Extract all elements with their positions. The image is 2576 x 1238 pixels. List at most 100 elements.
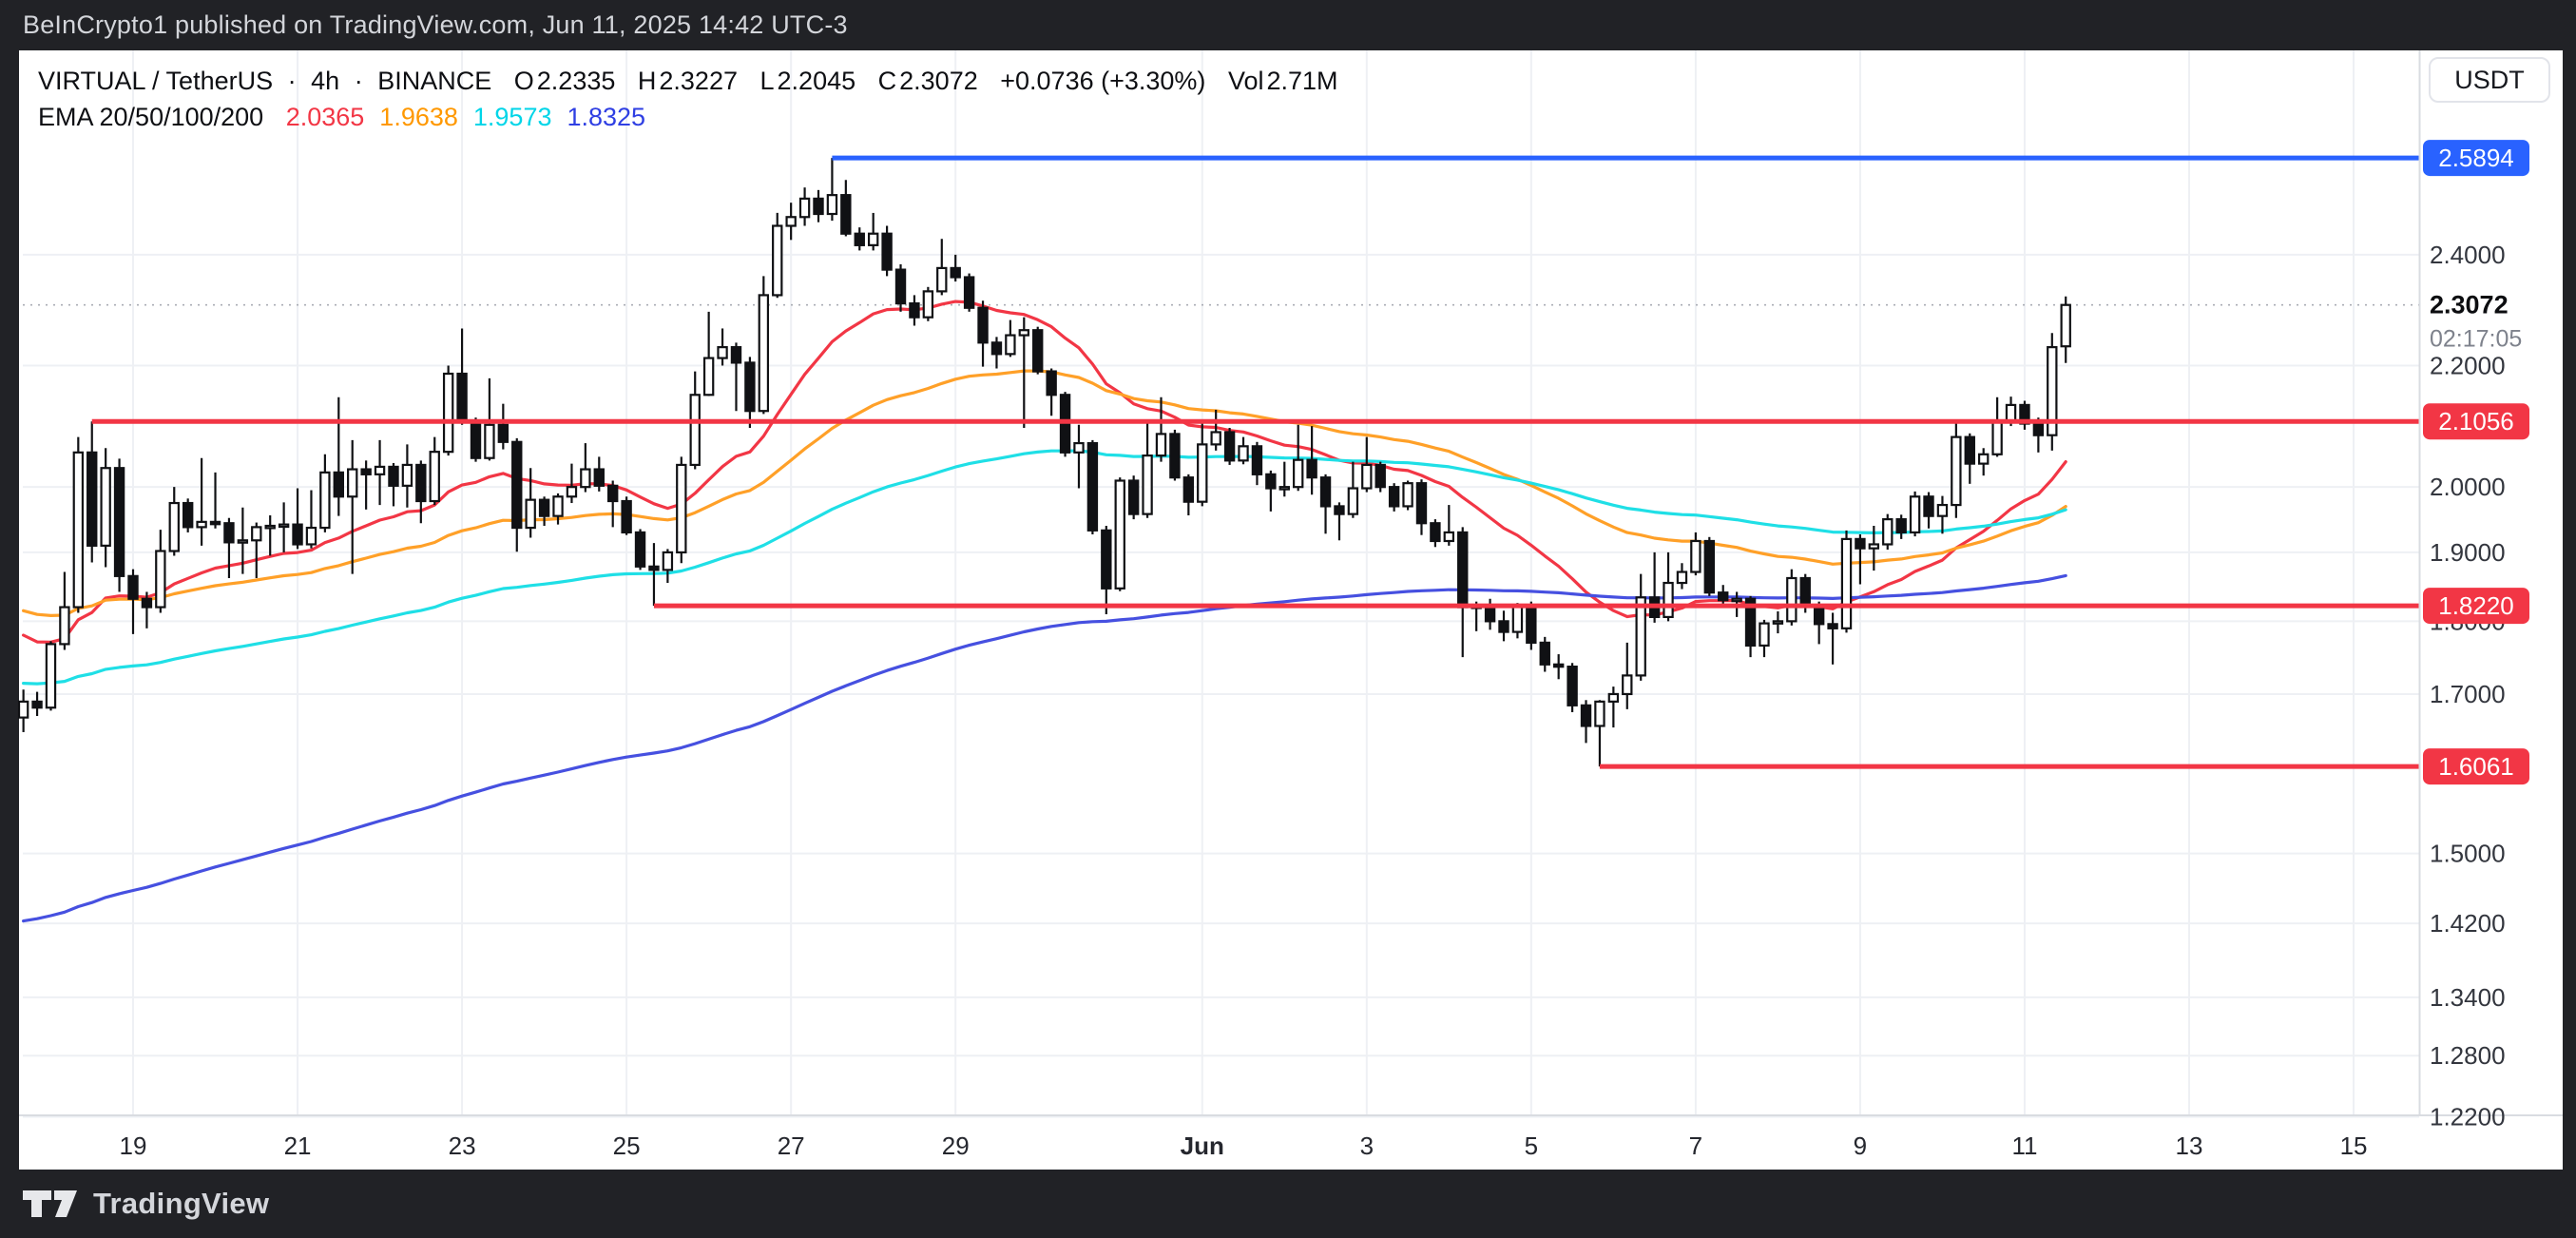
candle-body-up — [676, 463, 687, 554]
candle-body-up — [1607, 692, 1620, 703]
candle-body-up — [785, 216, 797, 227]
time-axis[interactable] — [19, 1115, 2419, 1170]
candle-body-down — [1567, 666, 1578, 706]
candle-body-down — [881, 232, 893, 271]
candle-body-up — [1622, 674, 1633, 696]
time-tick-label: 19 — [120, 1132, 147, 1160]
candle-body-down — [1127, 479, 1140, 515]
candle-body-down — [388, 465, 399, 487]
attribution-text: BeInCrypto1 published on TradingView.com… — [23, 10, 848, 39]
candle-body-up — [1909, 495, 1921, 534]
interval-label: 4h — [311, 67, 340, 95]
candle-body-up — [484, 423, 495, 459]
price-tick-label: 1.3400 — [2430, 983, 2506, 1012]
candle-body-down — [1552, 663, 1565, 668]
candle-body-up — [1951, 435, 1962, 507]
countdown-label: 02:17:05 — [2430, 326, 2522, 353]
candle-body-up — [1238, 445, 1249, 462]
candle-body-up — [1361, 463, 1373, 490]
candle-body-down — [1223, 431, 1236, 462]
candle-body-down — [1718, 591, 1729, 602]
candle-body-down — [1101, 529, 1112, 590]
candle-body-down — [593, 468, 605, 487]
candle-body-up — [867, 232, 879, 246]
candle-body-up — [717, 346, 728, 359]
candle-body-down — [538, 498, 550, 517]
open-value: 2.2335 — [536, 67, 616, 95]
candle-body-up — [1443, 531, 1455, 543]
candle-body-up — [1663, 581, 1674, 619]
time-tick-label: 13 — [2176, 1132, 2203, 1160]
candle-body-down — [1046, 370, 1057, 397]
candle-body-up — [1005, 334, 1016, 356]
candle-body-up — [1402, 482, 1413, 508]
tradingview-logo[interactable] — [23, 1190, 82, 1218]
candle-body-up — [1690, 539, 1701, 573]
candle-body-down — [1703, 539, 1715, 594]
candle-body-up — [1511, 604, 1524, 633]
candle-body-up — [251, 526, 262, 542]
price-tick-label: 1.2200 — [2430, 1103, 2506, 1132]
candle-body-down — [333, 471, 345, 498]
candle-body-up — [1840, 537, 1853, 629]
symbol-name: VIRTUAL / TetherUS — [38, 67, 274, 95]
candle-body-down — [634, 531, 646, 568]
candle-body-up — [196, 520, 207, 529]
ema-50-line — [22, 369, 2067, 618]
candle-body-down — [292, 523, 303, 546]
open-label: O — [513, 67, 534, 95]
candle-body-down — [1306, 458, 1317, 479]
price-axis[interactable] — [2419, 50, 2563, 1115]
candle-body-down — [1964, 435, 1975, 465]
candle-body-up — [1772, 620, 1784, 625]
currency-toggle-button[interactable]: USDT — [2429, 57, 2550, 103]
candle-body-down — [1744, 597, 1757, 648]
candle-body-up — [237, 539, 249, 544]
indicator-row[interactable]: EMA 20/50/100/200 2.0365 1.9638 1.9573 1.83… — [38, 99, 1338, 135]
candle-body-down — [511, 440, 523, 530]
volume-label: Vol — [1227, 67, 1264, 95]
candle-body-up — [1142, 454, 1153, 515]
candle-body-up — [100, 467, 111, 547]
level-price-text: 2.5894 — [2438, 144, 2514, 172]
time-tick-label: 15 — [2340, 1132, 2368, 1160]
candle-body-down — [87, 451, 98, 547]
level-price-text: 2.1056 — [2438, 407, 2514, 435]
candle-body-down — [223, 522, 235, 544]
candle-body-down — [1498, 620, 1509, 633]
time-tick-label: 5 — [1525, 1132, 1538, 1160]
candle-body-up — [305, 526, 317, 546]
candle-body-up — [429, 451, 440, 503]
candle-body-down — [977, 306, 989, 344]
footer-brand: TradingView — [93, 1187, 270, 1220]
candle-body-up — [1635, 596, 1646, 677]
candle-body-down — [1855, 537, 1866, 550]
candle-body-down — [1319, 476, 1332, 508]
candle-body-down — [1526, 604, 1537, 644]
price-tick-label: 1.5000 — [2430, 840, 2506, 868]
candle-body-up — [1278, 486, 1290, 491]
candle-body-down — [2032, 422, 2045, 436]
time-tick-label: 23 — [449, 1132, 476, 1160]
candle-body-up — [17, 700, 29, 719]
candle-body-up — [758, 294, 770, 413]
price-tick-label: 1.9000 — [2430, 538, 2506, 567]
candle-body-down — [854, 232, 865, 246]
candle-body-up — [278, 523, 290, 529]
separator: · — [287, 67, 297, 95]
candle-body-up — [1759, 622, 1770, 648]
candle-body-up — [552, 495, 564, 517]
separator: · — [354, 67, 363, 95]
time-tick-label: 29 — [942, 1132, 970, 1160]
candle-body-up — [1197, 443, 1208, 503]
candle-body-up — [1210, 431, 1221, 446]
candle-body-up — [1978, 453, 1990, 465]
level-price-text: 1.6061 — [2438, 752, 2514, 781]
candle-body-down — [1457, 531, 1469, 609]
level-price-text: 1.8220 — [2438, 591, 2514, 620]
symbol-row[interactable]: VIRTUAL / TetherUS · 4h · BINANCE O 2.233… — [38, 63, 1338, 99]
candle-body-up — [2060, 303, 2071, 348]
candle-body-down — [415, 463, 427, 503]
time-tick-label: 27 — [778, 1132, 805, 1160]
